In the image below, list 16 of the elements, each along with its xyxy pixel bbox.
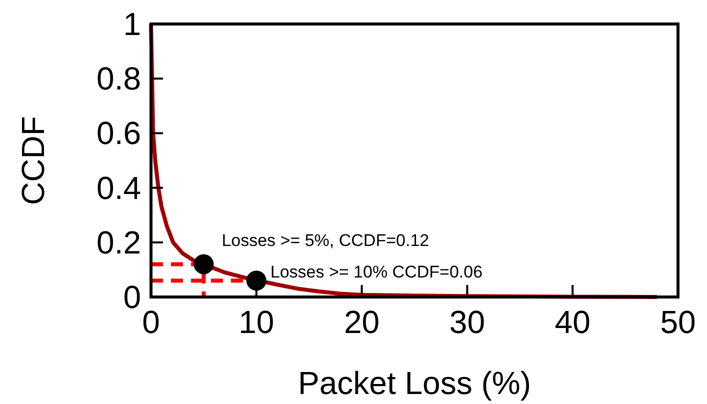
y-axis-title: CCDF (15, 116, 51, 205)
x-tick-label: 50 (660, 304, 696, 340)
annotation: Losses >= 5%, CCDF=0.12 (222, 231, 430, 250)
y-tick-label: 0 (123, 279, 141, 315)
x-tick-label: 10 (238, 304, 274, 340)
x-tick-label: 20 (344, 304, 380, 340)
y-tick-label: 0.6 (96, 115, 141, 152)
y-tick-label: 0.2 (96, 224, 141, 260)
annotation: Losses >= 10% CCDF=0.06 (270, 262, 483, 282)
x-tick-label: 40 (554, 304, 590, 340)
x-tick-label: 30 (449, 304, 485, 340)
x-axis-title: Packet Loss (%) (298, 365, 531, 401)
line-series (149, 22, 659, 299)
y-tick-label: 0.4 (96, 170, 141, 206)
y-tick-label: 1 (123, 6, 141, 42)
y-tick-label: 0.8 (96, 60, 141, 97)
